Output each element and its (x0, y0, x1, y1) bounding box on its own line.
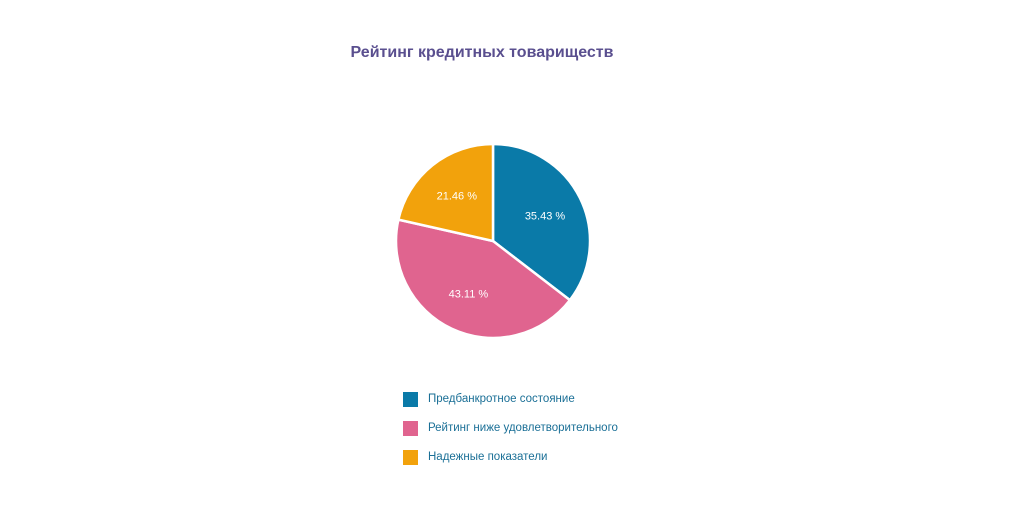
pie-slice[interactable] (394, 218, 572, 340)
legend-swatch (403, 449, 418, 465)
legend-item[interactable]: Надежные показатели (403, 449, 618, 465)
slice-value-label: 43.11 % (449, 289, 489, 301)
legend-item[interactable]: Предбанкротное состояние (403, 391, 618, 407)
pie-slice[interactable] (491, 142, 592, 302)
pie-slice[interactable] (397, 142, 495, 243)
slice-value-label: 35.43 % (525, 210, 566, 222)
pie-slices (394, 142, 592, 340)
slice-value-label: 21.46 % (437, 191, 478, 203)
pie-labels: 35.43 % 43.11 % 21.46 % (437, 191, 566, 301)
legend-label: Предбанкротное состояние (428, 393, 575, 405)
chart-title: Рейтинг кредитных товариществ (350, 44, 614, 61)
legend-label: Надежные показатели (428, 451, 548, 463)
legend-swatch (403, 420, 418, 436)
legend-item[interactable]: Рейтинг ниже удовлетворительного (403, 420, 618, 436)
legend-label: Рейтинг ниже удовлетворительного (428, 422, 618, 434)
chart-legend: Предбанкротное состояние Рейтинг ниже уд… (403, 391, 618, 478)
legend-swatch (403, 391, 418, 407)
